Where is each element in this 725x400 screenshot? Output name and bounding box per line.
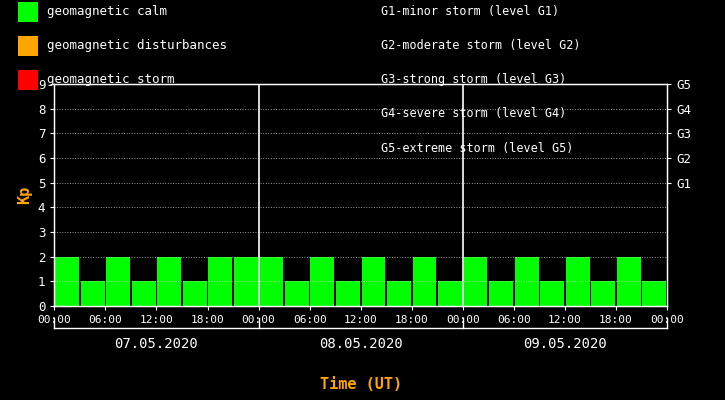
Bar	[80, 281, 104, 306]
Text: G4-severe storm (level G4): G4-severe storm (level G4)	[381, 108, 566, 120]
Bar	[285, 281, 309, 306]
Text: geomagnetic calm: geomagnetic calm	[47, 6, 167, 18]
Text: Time (UT): Time (UT)	[320, 377, 402, 392]
Bar	[566, 257, 589, 306]
Bar	[55, 257, 79, 306]
Text: 07.05.2020: 07.05.2020	[115, 337, 199, 351]
Bar	[489, 281, 513, 306]
Bar	[336, 281, 360, 306]
Bar	[438, 281, 462, 306]
Text: geomagnetic storm: geomagnetic storm	[47, 74, 175, 86]
Bar	[132, 281, 156, 306]
Text: G5-extreme storm (level G5): G5-extreme storm (level G5)	[381, 142, 573, 154]
Bar	[387, 281, 411, 306]
Bar	[107, 257, 130, 306]
Text: geomagnetic disturbances: geomagnetic disturbances	[47, 40, 227, 52]
Bar	[208, 257, 232, 306]
Text: G3-strong storm (level G3): G3-strong storm (level G3)	[381, 74, 566, 86]
Bar	[234, 257, 257, 306]
Bar	[310, 257, 334, 306]
Bar	[515, 257, 539, 306]
Bar	[413, 257, 436, 306]
Text: G2-moderate storm (level G2): G2-moderate storm (level G2)	[381, 40, 580, 52]
Bar	[260, 257, 283, 306]
Bar	[592, 281, 615, 306]
Text: G1-minor storm (level G1): G1-minor storm (level G1)	[381, 6, 559, 18]
Bar	[540, 281, 564, 306]
Bar	[183, 281, 207, 306]
Bar	[362, 257, 386, 306]
Bar	[157, 257, 181, 306]
Bar	[642, 281, 666, 306]
Text: 08.05.2020: 08.05.2020	[319, 337, 402, 351]
Text: 09.05.2020: 09.05.2020	[523, 337, 607, 351]
Bar	[464, 257, 487, 306]
Y-axis label: Kp: Kp	[17, 186, 33, 204]
Bar	[617, 257, 641, 306]
